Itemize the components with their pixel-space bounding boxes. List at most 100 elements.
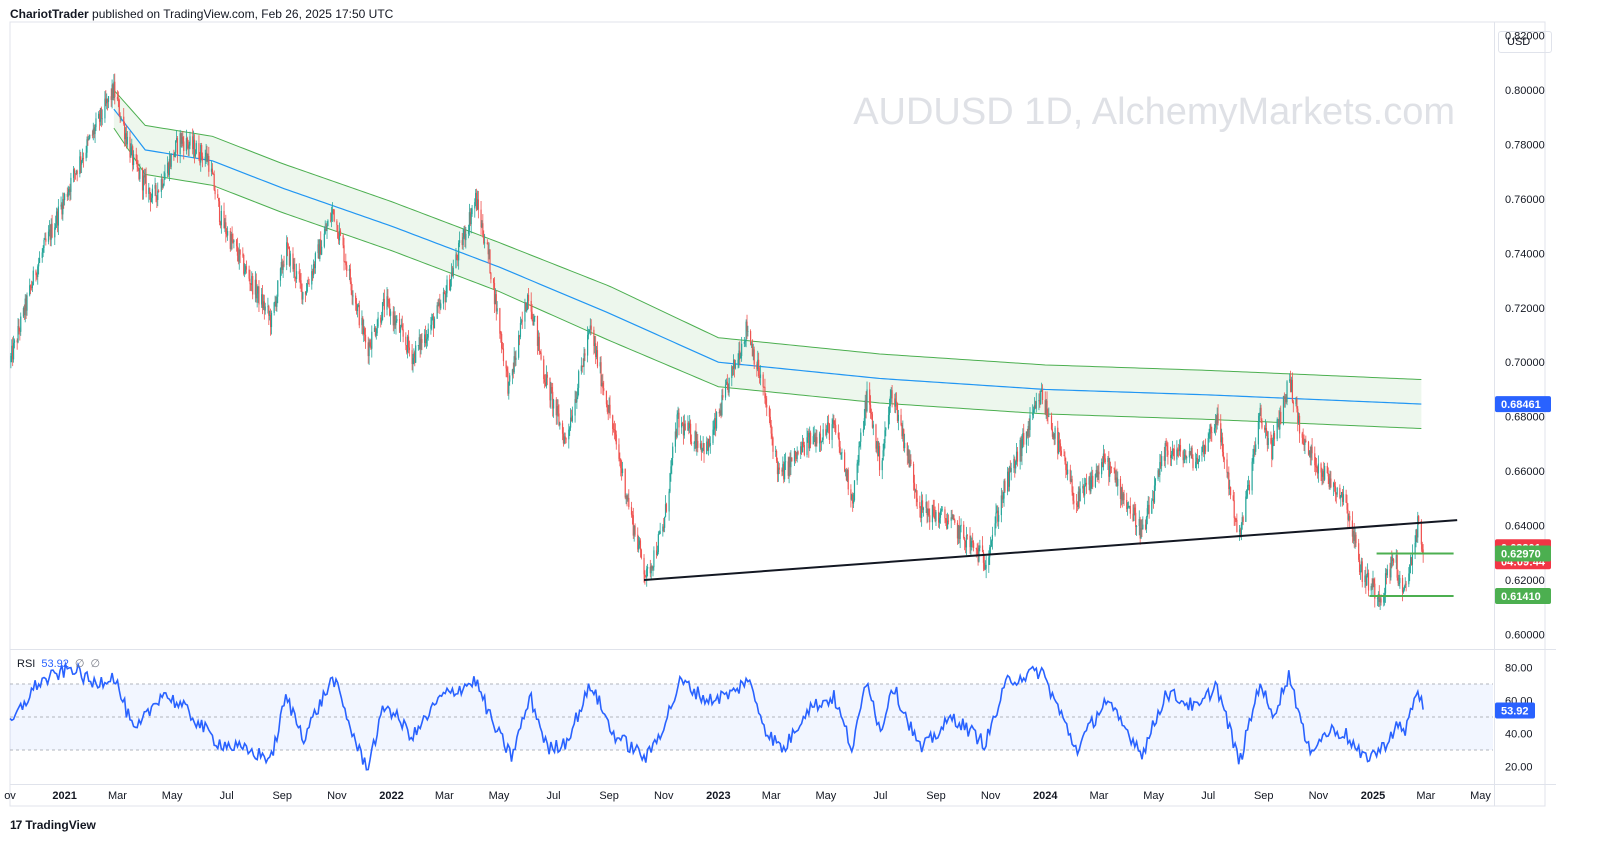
footer-brand[interactable]: 17 TradingView [10,818,96,832]
candle-body [689,423,691,429]
candle-body [1183,457,1185,461]
candle-body [870,412,873,415]
candle-body [922,507,925,510]
candle-body [1121,487,1123,501]
candle-body [186,138,188,145]
candle-body [238,249,240,262]
candle-body [45,238,47,242]
candle-body [242,254,244,256]
candle-body [82,158,85,159]
candle-body [449,279,451,291]
candle-body [1408,573,1410,585]
candle-body [214,189,216,195]
time-label: Jul [1201,790,1215,802]
candle-body [752,349,754,357]
candle-body [1422,549,1424,554]
candle-body [175,140,177,153]
candle-body [1164,443,1166,461]
candle-body [1285,396,1287,403]
candle-body [1109,465,1111,477]
candle-body [1220,423,1222,443]
rsi-tick-label: 80.00 [1505,663,1533,675]
candle-body [1271,443,1273,460]
candle-body [67,192,69,197]
candle-body [758,359,760,377]
candle-body [795,456,797,459]
candle-body [94,127,96,135]
candle-body [1403,587,1405,590]
published-text: published on TradingView.com, Feb 26, 20… [92,7,394,21]
candle-body [338,230,341,241]
candle-body [1257,422,1259,445]
candle-body [119,115,121,119]
candle-body [1052,433,1054,437]
candle-body [1096,469,1098,478]
candle-body [1064,455,1066,462]
time-axis[interactable]: ov 2021 Mar May Jul Sep Nov 2022 Mar May Jul Sep Nov… [4,790,1491,802]
candle-body [107,96,110,102]
candle-body [210,168,213,172]
candle-body [251,276,253,285]
candlesticks [10,73,1424,610]
candle-body [1092,475,1094,487]
candle-body [488,249,490,255]
candle-body [1292,401,1294,405]
candle-body [487,244,489,255]
candle-body [1336,487,1338,495]
candle-body [979,545,981,548]
candle-body [1072,492,1074,501]
candle-body [301,283,303,300]
price-axis[interactable]: 0.82000 0.80000 0.78000 0.76000 0.74000 0.720… [1505,31,1545,642]
candle-body [740,355,742,359]
candle-body [646,568,648,578]
candle-body [456,254,458,259]
author-name[interactable]: ChariotTrader [10,7,89,21]
candle-body [527,294,529,310]
candle-body [621,468,623,474]
candle-body [806,437,808,455]
candle-body [1384,573,1387,594]
candle-body [856,463,858,481]
time-label: 2025 [1361,790,1385,802]
candle-body [838,437,840,447]
candle-body [477,199,479,210]
candle-body [1041,389,1044,401]
candle-body [605,390,608,405]
candle-body [1235,518,1237,520]
candle-body [30,287,33,289]
candle-body [558,413,560,426]
currency-selector[interactable]: USD [1498,31,1552,53]
candle-body [161,179,163,188]
candle-body [1264,428,1267,430]
candle-body [43,239,45,248]
candle-body [439,302,441,309]
candle-body [44,238,46,240]
candle-body [1420,521,1422,545]
candle-body [343,245,345,262]
candle-body [1315,467,1318,468]
rsi-legend[interactable]: RSI 53.92 ∅ ∅ [17,657,100,670]
candle-body [608,404,610,413]
candle-body [750,331,752,345]
candle-body [36,275,38,278]
candle-body [1167,450,1169,455]
candle-body [506,368,508,372]
candle-body [1229,487,1231,490]
candle-body [169,158,171,167]
candle-body [149,187,151,194]
candle-body [1239,529,1242,537]
candle-body [1367,572,1370,591]
candle-body [1097,471,1099,478]
candle-body [549,377,551,401]
candle-body [467,230,470,234]
candle-body [1238,529,1241,533]
price-tick-label: 0.68000 [1505,412,1545,424]
candle-body [286,242,288,265]
candle-body [1188,451,1191,458]
candle-body [113,81,115,98]
candle-body [603,388,605,391]
candle-body [1004,481,1006,492]
candle-body [902,429,904,437]
candle-body [1084,485,1086,496]
